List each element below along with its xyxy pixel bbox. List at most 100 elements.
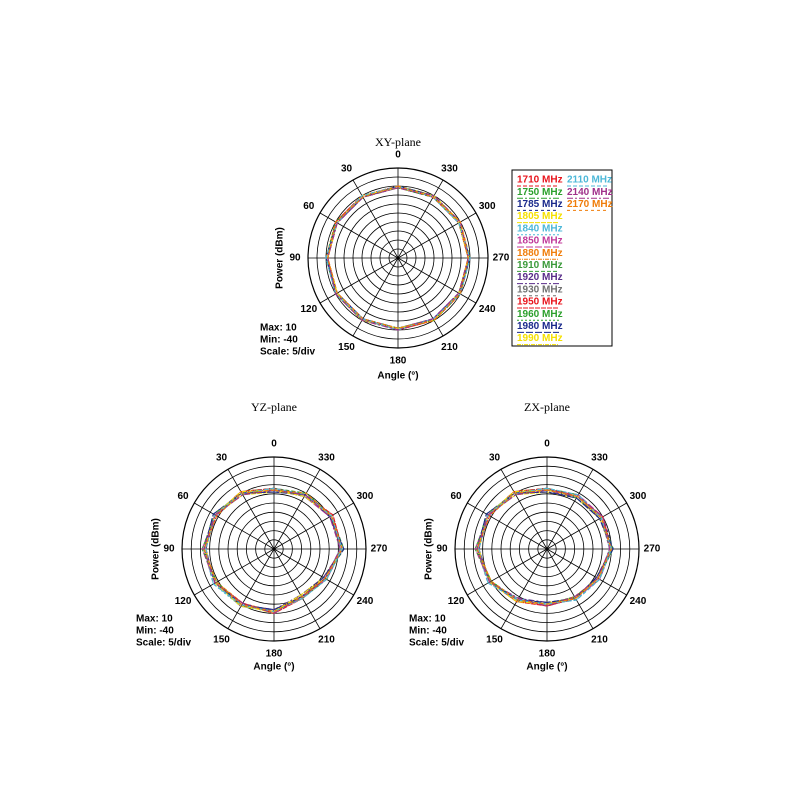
annotation: Scale: 5/div	[136, 638, 191, 649]
grid-spoke	[500, 469, 548, 550]
legend-label: 1750 MHz	[517, 187, 563, 198]
annotation: Max: 10	[136, 614, 173, 625]
angle-label: 240	[479, 304, 496, 315]
angle-label: 210	[441, 342, 458, 353]
grid-spoke	[273, 548, 321, 629]
plot-title: YZ-plane	[251, 400, 297, 414]
angle-label: 300	[630, 491, 647, 502]
angle-label: 30	[489, 453, 501, 464]
grid-spoke	[319, 257, 399, 304]
grid-spoke	[467, 548, 548, 596]
legend-label: 2170 MHz	[567, 199, 613, 210]
grid-spoke	[397, 212, 477, 259]
x-axis-label: Angle (°)	[377, 371, 418, 382]
grid-spoke	[273, 469, 321, 550]
angle-label: 270	[644, 544, 661, 555]
legend-label: 1840 MHz	[517, 223, 563, 234]
angle-label: 90	[436, 544, 448, 555]
legend-label: 1960 MHz	[517, 309, 563, 320]
legend-label: 1980 MHz	[517, 321, 563, 332]
angle-label: 180	[266, 649, 283, 660]
legend-label: 1950 MHz	[517, 297, 563, 308]
series-line	[327, 185, 469, 329]
series-line	[476, 489, 612, 605]
legend-label: 1930 MHz	[517, 284, 563, 295]
legend-label: 1910 MHz	[517, 260, 563, 271]
grid-spoke	[546, 469, 594, 550]
legend-label: 1920 MHz	[517, 272, 563, 283]
angle-label: 90	[163, 544, 175, 555]
annotation: Max: 10	[260, 323, 297, 334]
legend-label: 2110 MHz	[567, 175, 612, 186]
grid-spoke	[273, 548, 354, 596]
grid-spoke	[227, 548, 275, 629]
x-axis-label: Angle (°)	[526, 662, 567, 673]
y-axis-label: Power (dBm)	[151, 518, 162, 580]
legend-label: 1710 MHz	[517, 175, 563, 186]
legend-label: 1785 MHz	[517, 199, 563, 210]
series-line	[327, 187, 469, 331]
grid-spoke	[273, 502, 354, 550]
grid-spoke	[546, 502, 627, 550]
annotation: Min: -40	[409, 626, 447, 637]
grid-spoke	[546, 548, 627, 596]
angle-label: 330	[318, 453, 335, 464]
polar-plot: YZ-plane 0 30 60 90 120 150 180 210 240 270 300 330 P…	[136, 400, 388, 673]
annotation: Max: 10	[409, 614, 446, 625]
angle-label: 270	[371, 544, 388, 555]
series-line	[203, 489, 343, 613]
angle-label: 30	[216, 453, 228, 464]
series-line	[476, 491, 614, 603]
legend-label: 1850 MHz	[517, 236, 563, 247]
angle-label: 60	[303, 201, 315, 212]
polar-plot: ZX-plane 0 30 60 90 120 150 180 210 240 270 300 330 P…	[409, 400, 661, 673]
angle-label: 120	[175, 596, 192, 607]
grid-spoke	[397, 179, 444, 259]
grid-spoke	[546, 548, 594, 629]
legend-label: 2140 MHz	[567, 187, 613, 198]
grid-spoke	[194, 502, 275, 550]
angle-label: 240	[630, 596, 647, 607]
plot-title: XY-plane	[375, 135, 421, 149]
angle-label: 300	[479, 201, 496, 212]
angle-label: 90	[289, 253, 301, 264]
y-axis-label: Power (dBm)	[424, 518, 435, 580]
angle-label: 180	[390, 356, 407, 367]
grid-spoke	[397, 257, 444, 337]
legend-label: 1880 MHz	[517, 248, 563, 259]
angle-label: 240	[357, 596, 374, 607]
angle-label: 0	[395, 150, 401, 161]
grid-spoke	[500, 548, 548, 629]
angle-label: 120	[300, 304, 317, 315]
grid-spoke	[397, 257, 477, 304]
angle-label: 210	[318, 635, 335, 646]
angle-label: 330	[441, 163, 458, 174]
grid-spoke	[467, 502, 548, 550]
plot-title: ZX-plane	[524, 400, 570, 414]
angle-label: 180	[539, 649, 556, 660]
y-axis-label: Power (dBm)	[275, 227, 286, 289]
grid-spoke	[352, 179, 399, 259]
legend-label: 1990 MHz	[517, 333, 563, 344]
series-line	[203, 489, 341, 615]
annotation: Scale: 5/div	[409, 638, 464, 649]
angle-label: 210	[591, 635, 608, 646]
angle-label: 150	[486, 635, 503, 646]
angle-label: 270	[493, 253, 510, 264]
legend-box	[511, 169, 613, 347]
annotation: Min: -40	[136, 626, 174, 637]
annotation: Min: -40	[260, 335, 298, 346]
angle-label: 60	[451, 491, 463, 502]
grid-spoke	[352, 257, 399, 337]
angle-label: 300	[357, 491, 374, 502]
grid-spoke	[319, 212, 399, 259]
legend-label: 1805 MHz	[517, 211, 563, 222]
angle-label: 0	[544, 439, 550, 450]
x-axis-label: Angle (°)	[253, 662, 294, 673]
angle-label: 330	[591, 453, 608, 464]
angle-label: 150	[338, 342, 355, 353]
annotation: Scale: 5/div	[260, 347, 315, 358]
